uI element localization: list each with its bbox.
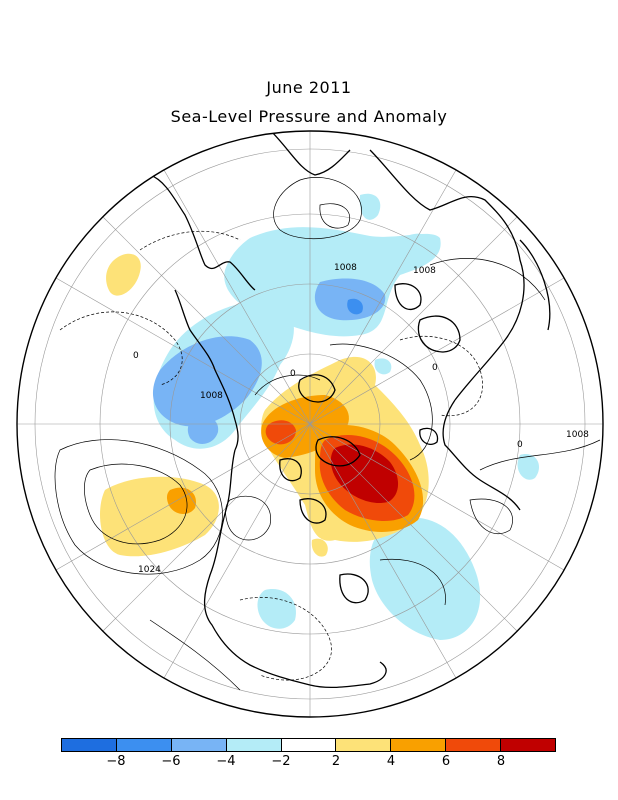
contour-label: 0 [290,369,296,379]
colorbar-segment [501,739,556,751]
contour-labels: 1008 1008 1008 1008 1024 0 0 0 0 [133,263,589,575]
contour-label: 0 [432,363,438,373]
map-boundary [16,130,604,718]
contour-label: 1024 [138,565,161,575]
anomaly-negative-strong [347,298,363,315]
contour-label: 0 [517,440,523,450]
colorbar-segment [62,739,117,751]
colorbar-segment [281,739,337,751]
colorbar-tick-label: 4 [386,754,396,769]
graticule [17,131,603,717]
colorbar-tick-label: 2 [331,754,341,769]
map-title: June 2011 [266,78,352,97]
colorbar-segment [171,739,227,751]
contour-label: 1008 [200,391,223,401]
colorbar-tick-label: −6 [161,754,181,769]
colorbar-tick-label: 6 [441,754,451,769]
contour-label: 1008 [334,263,357,273]
colorbar-segment [391,739,447,751]
colorbar-segment [226,739,282,751]
contour-label: 1008 [566,430,589,440]
anomaly-negative-mid [152,278,386,444]
coastlines [149,131,551,689]
colorbar-tick-label: −8 [106,754,126,769]
colorbar-segment [116,739,172,751]
colorbar-tick-label: −2 [271,754,291,769]
anomaly-positive-extreme [330,444,399,504]
colorbar-tick-label: 8 [496,754,506,769]
anomaly-negative-light [153,193,540,640]
colorbar [61,738,556,752]
anomaly-shading [100,193,540,640]
colorbar-tick-label: −4 [216,754,236,769]
colorbar-segment [336,739,392,751]
contour-label: 1008 [413,266,436,276]
contour-label: 0 [133,351,139,361]
colorbar-segment [446,739,502,751]
map-subtitle: Sea-Level Pressure and Anomaly [170,107,448,126]
